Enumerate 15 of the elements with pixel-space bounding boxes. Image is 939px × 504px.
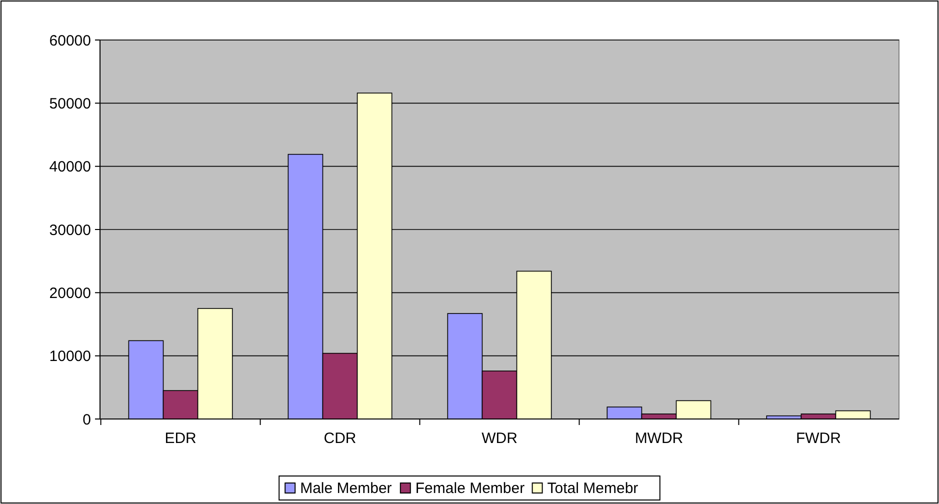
- legend-label: Female Member: [415, 480, 525, 497]
- legend-label: Male Member: [300, 480, 392, 497]
- y-tick-label: 60000: [49, 32, 91, 50]
- y-tick-label: 40000: [49, 158, 91, 176]
- y-tick-label: 50000: [49, 95, 91, 112]
- x-tick-label: WDR: [482, 430, 518, 447]
- y-tick-label: 20000: [49, 284, 91, 302]
- x-tick-label: FWDR: [796, 430, 842, 447]
- y-tick-label: 30000: [49, 222, 91, 239]
- y-tick-label: 0: [82, 411, 91, 428]
- y-tick-label: 10000: [49, 348, 91, 366]
- x-tick-label: EDR: [164, 430, 197, 447]
- legend-label: Total Memebr: [547, 480, 638, 497]
- x-tick-label: CDR: [324, 430, 356, 447]
- x-tick-label: MWDR: [634, 430, 684, 447]
